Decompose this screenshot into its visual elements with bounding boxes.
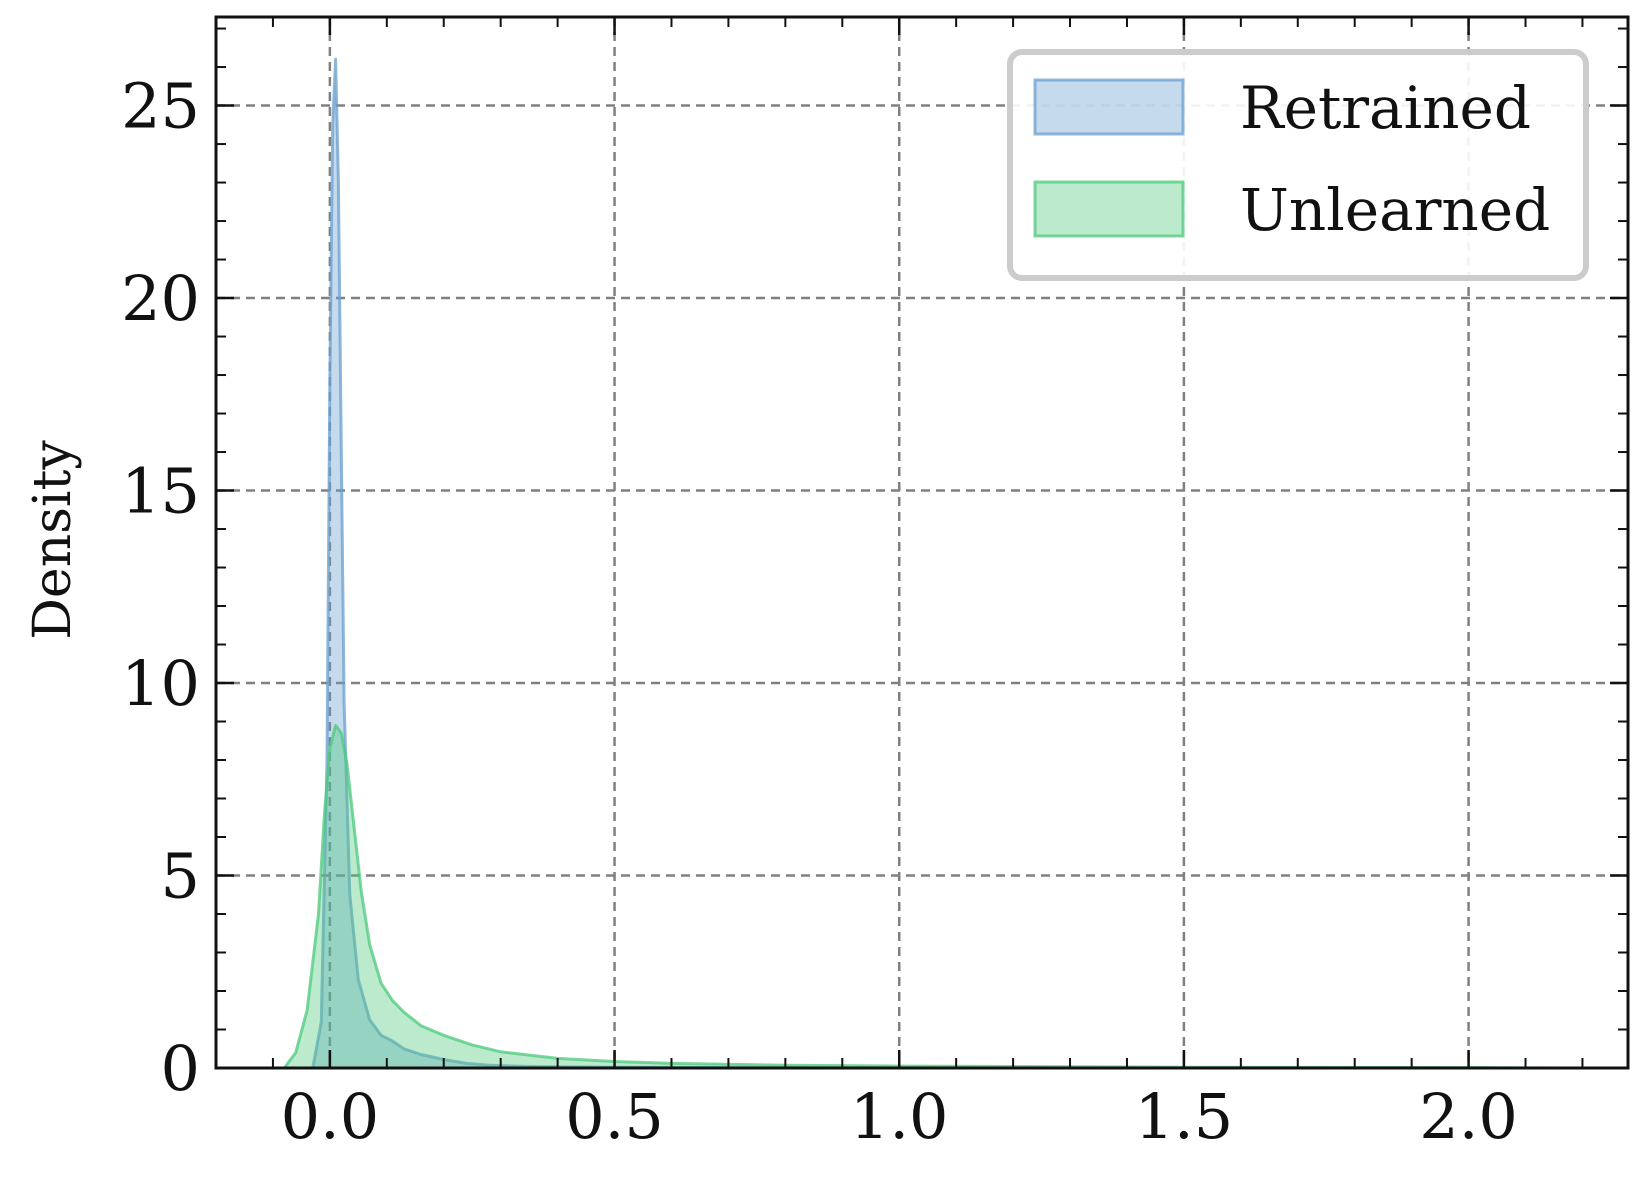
x-tick-label: 1.5	[1135, 1080, 1234, 1153]
x-tick-label: 1.0	[850, 1080, 949, 1153]
y-tick-label: 20	[121, 262, 200, 335]
x-tick-label: 0.5	[565, 1080, 664, 1153]
y-tick-label: 15	[121, 455, 200, 528]
series-area-unlearned	[284, 725, 1566, 1068]
y-tick-label: 5	[161, 840, 200, 913]
legend-label-retrained: Retrained	[1240, 74, 1531, 142]
legend: Retrained Unlearned	[1007, 49, 1589, 281]
plot-frame	[214, 15, 1630, 1070]
legend-swatch-retrained	[1033, 78, 1185, 136]
tick-labels: 0.0 0.5 1.0 1.5 2.0 0 5 10 15 20 25	[121, 70, 1518, 1153]
axis-ticks	[216, 17, 1628, 1070]
x-tick-label: 2.0	[1419, 1080, 1518, 1153]
x-tick-label: 0.0	[281, 1080, 380, 1153]
y-tick-label: 25	[121, 70, 200, 143]
legend-label-unlearned: Unlearned	[1240, 176, 1550, 244]
y-axis-title: Density	[23, 440, 83, 640]
series-line-unlearned	[283, 723, 1566, 1070]
legend-swatch-unlearned	[1033, 180, 1185, 238]
legend-frame	[1007, 49, 1589, 281]
y-tick-label: 0	[161, 1032, 200, 1105]
y-tick-label: 10	[121, 647, 200, 720]
